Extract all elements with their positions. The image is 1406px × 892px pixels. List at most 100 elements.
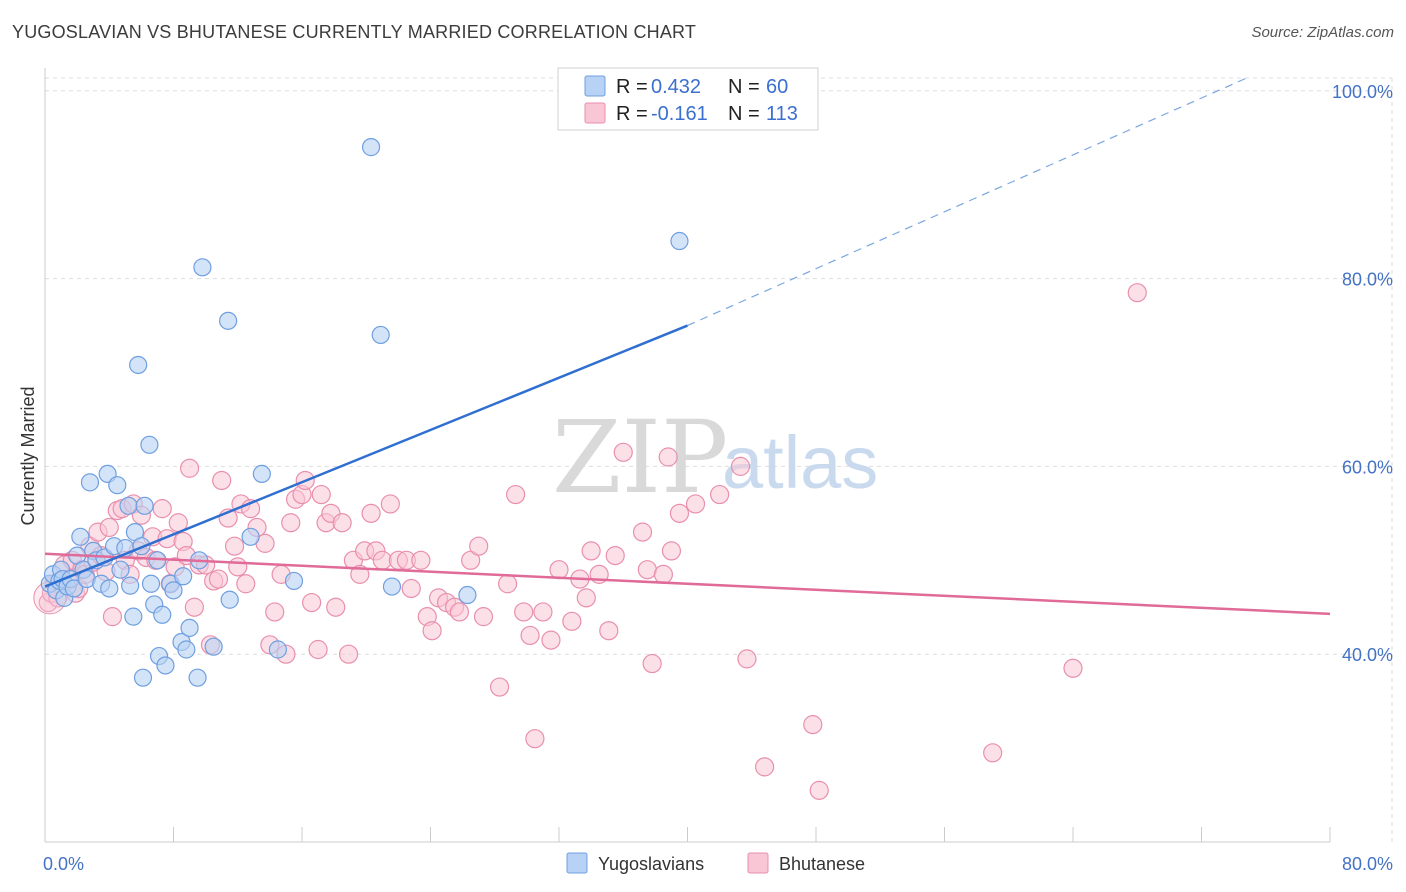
yugoslavian-point-57 — [371, 325, 390, 345]
bhutanese-point-106 — [642, 653, 662, 674]
yugoslavian-point-34 — [141, 574, 161, 593]
bhutanese-point-35 — [179, 458, 200, 478]
bhutanese-point-45 — [228, 557, 248, 577]
yugoslavian-point-58 — [382, 577, 402, 596]
bhutanese-point-120 — [1127, 283, 1147, 303]
bhutanese-point-86 — [473, 607, 494, 627]
legend-n-value-yugoslavians: 60 — [766, 76, 788, 98]
yugoslavian-point-51 — [219, 311, 238, 330]
bottom-legend-label-bhutanese: Bhutanese — [779, 854, 865, 874]
bhutanese-point-112 — [710, 484, 730, 505]
bhutanese-point-116 — [803, 715, 823, 735]
bhutanese-point-101 — [599, 621, 619, 641]
bhutanese-point-105 — [637, 560, 657, 580]
bhutanese-point-115 — [754, 757, 775, 777]
bhutanese-point-28 — [152, 499, 172, 519]
bhutanese-point-104 — [632, 522, 653, 542]
y-axis-label: Currently Married — [18, 386, 38, 525]
y-tick-label-0: 40.0% — [1342, 645, 1393, 665]
yugoslavian-point-14 — [80, 473, 100, 492]
legend-n-value-bhutanese: 113 — [766, 103, 798, 125]
yugoslavian-point-54 — [268, 640, 288, 659]
bhutanese-point-94 — [541, 630, 561, 650]
legend-n-label-yugoslavians: N = — [728, 76, 760, 98]
yugoslavian-point-23 — [111, 560, 130, 579]
bhutanese-point-119 — [1063, 658, 1083, 678]
y-tick-label-3: 100.0% — [1332, 82, 1393, 102]
bhutanese-point-76 — [401, 578, 421, 599]
series-legend: Yugoslavians Bhutanese — [566, 852, 865, 874]
y-tick-labels: 40.0% 60.0% 80.0% 100.0% — [1332, 82, 1393, 665]
x-tick-label-1: 80.0% — [1342, 854, 1393, 874]
bhutanese-point-96 — [562, 611, 582, 631]
legend-n-label-bhutanese: N = — [728, 103, 760, 125]
bhutanese-point-60 — [308, 639, 328, 660]
yugoslavian-points — [40, 138, 689, 687]
bhutanese-point-108 — [658, 447, 678, 467]
bhutanese-point-118 — [983, 743, 1003, 763]
bhutanese-point-59 — [302, 592, 322, 613]
bhutanese-points — [33, 283, 1147, 800]
bhutanese-point-44 — [224, 536, 245, 556]
yugoslavian-point-20 — [100, 579, 119, 598]
bhutanese-point-64 — [326, 597, 346, 617]
stats-legend: R = 0.432 N = 60 R = -0.161 N = 113 — [557, 67, 819, 131]
bhutanese-point-85 — [469, 536, 489, 556]
yugoslavian-point-45 — [180, 618, 199, 638]
bhutanese-point-88 — [498, 574, 518, 594]
bhutanese-trend-line — [44, 552, 1331, 616]
bhutanese-point-17 — [102, 607, 123, 627]
yugoslavian-trend-line — [44, 324, 688, 588]
yugoslavian-point-49 — [204, 637, 223, 656]
yugoslavian-point-46 — [188, 668, 207, 687]
bhutanese-point-99 — [581, 541, 601, 561]
y-tick-label-2: 80.0% — [1342, 270, 1393, 290]
bottom-legend-label-yugoslavians: Yugoslavians — [598, 854, 704, 874]
bhutanese-point-111 — [685, 494, 706, 514]
trend-lines — [44, 76, 1331, 616]
legend-r-value-yugoslavians: 0.432 — [651, 76, 701, 98]
bhutanese-point-77 — [411, 550, 431, 570]
bhutanese-point-113 — [730, 456, 751, 476]
bhutanese-point-42 — [212, 470, 232, 491]
bhutanese-point-16 — [99, 517, 119, 538]
bottom-legend-swatch-bhutanese — [747, 852, 769, 874]
bhutanese-point-47 — [236, 574, 256, 594]
yugoslavian-point-43 — [174, 567, 193, 586]
bhutanese-point-91 — [520, 625, 540, 646]
bhutanese-point-52 — [265, 602, 285, 622]
bhutanese-point-93 — [533, 602, 553, 622]
bhutanese-point-102 — [605, 545, 625, 566]
bhutanese-point-98 — [576, 588, 596, 608]
bhutanese-point-109 — [661, 541, 682, 561]
bhutanese-point-72 — [372, 550, 392, 570]
yugoslavian-point-55 — [284, 571, 304, 591]
yugoslavian-point-56 — [361, 138, 381, 157]
yugoslavian-point-60 — [670, 231, 689, 251]
yugoslavian-point-39 — [156, 656, 175, 675]
yugoslavian-point-9 — [64, 579, 84, 598]
legend-swatch-bhutanese — [584, 102, 606, 124]
bhutanese-point-92 — [525, 729, 545, 749]
yugoslavian-point-26 — [121, 576, 140, 595]
y-tick-label-1: 60.0% — [1342, 457, 1393, 477]
legend-r-value-bhutanese: -0.161 — [651, 103, 708, 125]
bhutanese-point-107 — [653, 564, 674, 584]
bhutanese-point-95 — [549, 560, 569, 580]
yugoslavian-point-38 — [153, 605, 172, 624]
yugoslavian-point-29 — [129, 355, 148, 375]
bhutanese-point-65 — [332, 513, 352, 533]
bhutanese-point-55 — [281, 513, 301, 533]
legend-swatch-yugoslavians — [584, 75, 606, 97]
bhutanese-point-117 — [809, 780, 829, 800]
yugoslavian-point-31 — [133, 668, 153, 687]
bhutanese-point-70 — [361, 503, 381, 523]
yugoslavian-point-52 — [241, 527, 260, 546]
x-tick-label-0: 0.0% — [43, 854, 84, 874]
yugoslavian-point-44 — [177, 640, 196, 659]
bhutanese-point-83 — [449, 602, 470, 622]
bhutanese-point-79 — [422, 621, 442, 641]
yugoslavian-point-41 — [164, 581, 183, 600]
bhutanese-point-66 — [338, 644, 359, 664]
